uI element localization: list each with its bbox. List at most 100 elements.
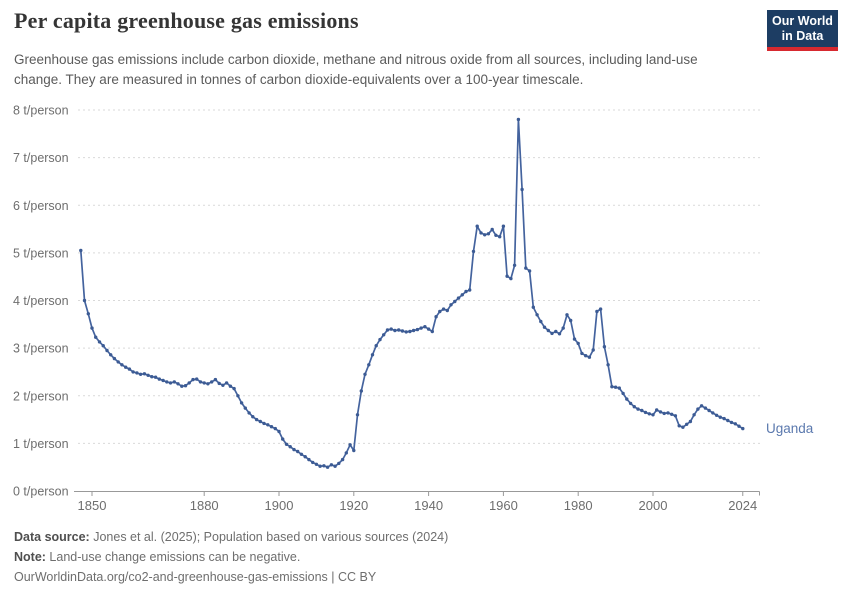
data-point[interactable]: [314, 462, 319, 466]
data-point[interactable]: [221, 383, 225, 387]
data-point[interactable]: [131, 370, 135, 374]
data-point[interactable]: [587, 355, 592, 359]
data-point[interactable]: [434, 315, 438, 319]
data-point[interactable]: [670, 412, 674, 416]
data-point[interactable]: [490, 227, 494, 232]
data-point[interactable]: [595, 309, 599, 314]
data-point[interactable]: [666, 411, 670, 415]
data-point[interactable]: [524, 266, 528, 270]
data-point[interactable]: [311, 460, 315, 465]
data-point[interactable]: [378, 337, 382, 342]
data-point[interactable]: [584, 354, 588, 358]
data-point[interactable]: [355, 413, 360, 417]
data-point[interactable]: [673, 414, 678, 418]
data-point[interactable]: [471, 249, 476, 254]
data-point[interactable]: [569, 318, 573, 323]
data-point[interactable]: [292, 447, 296, 452]
data-point[interactable]: [651, 413, 655, 417]
data-point[interactable]: [124, 365, 128, 369]
data-point[interactable]: [348, 443, 352, 447]
data-point[interactable]: [411, 328, 416, 333]
data-point[interactable]: [142, 372, 147, 376]
data-point[interactable]: [352, 448, 356, 453]
data-point[interactable]: [714, 413, 719, 417]
data-point[interactable]: [363, 372, 367, 376]
data-point[interactable]: [337, 461, 341, 466]
data-point[interactable]: [82, 298, 87, 303]
data-point[interactable]: [224, 381, 229, 385]
data-point[interactable]: [643, 410, 648, 415]
data-point[interactable]: [105, 348, 109, 353]
data-point[interactable]: [206, 382, 210, 386]
data-point[interactable]: [483, 233, 487, 237]
data-point[interactable]: [512, 263, 517, 267]
data-point[interactable]: [138, 372, 143, 376]
data-point[interactable]: [146, 373, 150, 377]
series-label-uganda[interactable]: Uganda: [766, 421, 814, 436]
data-point[interactable]: [176, 382, 180, 386]
data-point[interactable]: [90, 326, 94, 330]
data-point[interactable]: [426, 327, 431, 331]
data-point[interactable]: [344, 451, 348, 455]
data-point[interactable]: [520, 187, 524, 192]
data-point[interactable]: [254, 417, 259, 422]
data-point[interactable]: [228, 384, 233, 388]
data-point[interactable]: [168, 381, 173, 385]
data-point[interactable]: [299, 452, 304, 456]
data-point[interactable]: [703, 406, 708, 410]
data-point[interactable]: [688, 419, 693, 424]
data-point[interactable]: [505, 274, 509, 278]
series-line-uganda[interactable]: [79, 118, 744, 469]
data-point[interactable]: [318, 464, 322, 468]
data-point[interactable]: [217, 381, 221, 386]
data-point[interactable]: [382, 333, 386, 337]
data-point[interactable]: [655, 408, 659, 412]
data-point[interactable]: [527, 269, 532, 273]
data-point[interactable]: [542, 325, 547, 329]
data-point[interactable]: [707, 408, 711, 413]
data-point[interactable]: [198, 380, 203, 384]
data-point[interactable]: [165, 380, 169, 384]
data-point[interactable]: [157, 377, 161, 381]
data-point[interactable]: [580, 351, 584, 356]
data-point[interactable]: [486, 232, 491, 236]
data-point[interactable]: [628, 401, 633, 406]
data-point[interactable]: [546, 328, 550, 333]
data-point[interactable]: [400, 329, 405, 333]
data-point[interactable]: [602, 345, 607, 349]
data-point[interactable]: [699, 404, 704, 408]
data-point[interactable]: [501, 224, 506, 228]
data-point[interactable]: [591, 348, 595, 352]
data-point[interactable]: [531, 305, 535, 309]
data-point[interactable]: [658, 410, 663, 414]
data-point[interactable]: [711, 411, 715, 415]
data-point[interactable]: [741, 426, 745, 431]
data-point[interactable]: [449, 303, 453, 307]
data-point[interactable]: [737, 424, 741, 428]
data-point[interactable]: [269, 425, 274, 429]
data-point[interactable]: [266, 423, 270, 427]
data-point[interactable]: [415, 327, 420, 332]
data-point[interactable]: [479, 231, 483, 235]
data-point[interactable]: [187, 381, 191, 385]
data-point[interactable]: [393, 328, 397, 333]
data-point[interactable]: [284, 442, 289, 446]
data-point[interactable]: [408, 329, 412, 334]
data-point[interactable]: [438, 309, 442, 314]
data-point[interactable]: [681, 425, 685, 429]
data-point[interactable]: [251, 415, 255, 419]
data-point[interactable]: [445, 308, 449, 313]
data-point[interactable]: [606, 363, 610, 367]
data-point[interactable]: [161, 378, 165, 383]
data-point[interactable]: [288, 445, 292, 449]
data-point[interactable]: [116, 360, 120, 364]
data-point[interactable]: [120, 363, 124, 367]
data-point[interactable]: [329, 463, 334, 467]
data-point[interactable]: [97, 340, 102, 344]
data-point[interactable]: [153, 375, 158, 379]
data-point[interactable]: [494, 233, 498, 237]
data-point[interactable]: [565, 313, 569, 317]
data-point[interactable]: [389, 327, 393, 331]
data-point[interactable]: [423, 325, 427, 329]
